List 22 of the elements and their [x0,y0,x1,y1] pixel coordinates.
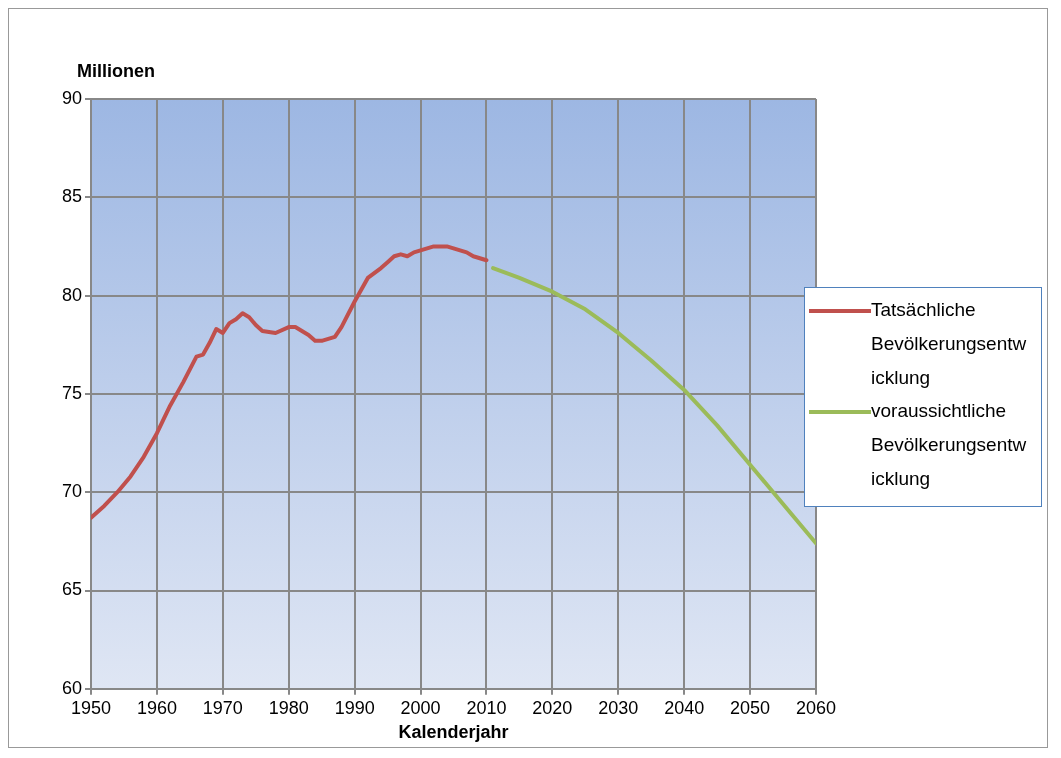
x-tick-label: 2030 [598,697,639,718]
y-tick-label: 90 [61,87,83,108]
x-axis-title: Kalenderjahr [398,722,509,743]
x-tick-label: 2050 [730,697,771,718]
x-tick-label: 2060 [795,697,836,718]
x-tick-label: 1950 [71,697,112,718]
y-tick-label: 70 [61,481,83,502]
x-tick-label: 1990 [334,697,375,718]
legend-label: voraussichtliche Bevölkerungsentwicklung [871,399,1028,491]
x-tick-label: 1980 [268,697,309,718]
x-tick-label: 2020 [532,697,573,718]
y-tick-label: 85 [61,186,83,207]
x-tick-label: 2000 [400,697,441,718]
y-tick-label: 60 [61,677,83,698]
x-tick-label: 2010 [466,697,507,718]
y-tick-label: 80 [61,284,83,305]
x-tick-label: 2040 [664,697,705,718]
y-tick-label: 65 [61,579,83,600]
y-axis-title: Millionen [77,61,155,81]
x-tick-label: 1970 [202,697,243,718]
y-tick-label: 75 [61,382,83,403]
x-tick-label: 1960 [136,697,177,718]
